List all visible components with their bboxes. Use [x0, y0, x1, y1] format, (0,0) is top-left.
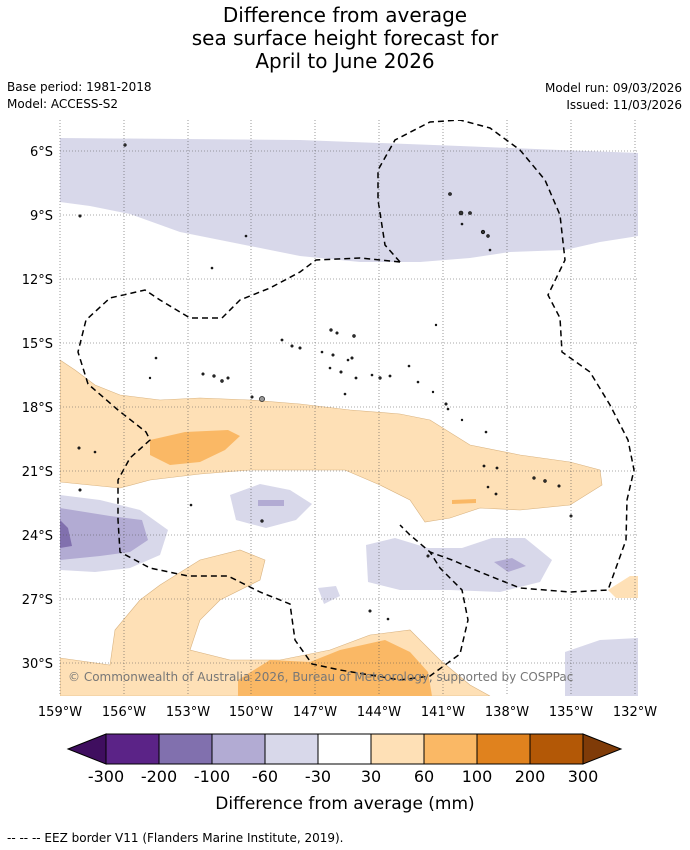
moderate-positive-patch-south — [238, 640, 432, 696]
eez-border-central — [77, 257, 469, 681]
base-period: Base period: 1981-2018 — [7, 80, 152, 94]
colorbar-tick: 200 — [515, 767, 546, 786]
eez-footnote: -- -- -- EEZ border V11 (Flanders Marine… — [7, 831, 344, 845]
anomaly-field — [60, 120, 638, 696]
lon-label: 138°W — [485, 705, 529, 720]
positive-anomaly-far-east — [608, 576, 638, 598]
negative-anomaly-north — [60, 138, 638, 262]
colorbar-tick: -60 — [252, 767, 278, 786]
colorbar-tick: 30 — [361, 767, 381, 786]
colorbar-title: Difference from average (mm) — [215, 794, 474, 814]
negative-anomaly-southeast — [565, 638, 638, 696]
colorbar-tick: -200 — [141, 767, 177, 786]
colorbar-bin — [370, 733, 425, 765]
lon-label: 144°W — [357, 705, 401, 720]
model-run: Model run: 09/03/2026 — [544, 81, 682, 95]
negative-anomaly-east-core — [494, 558, 526, 572]
colorbar-extend-high — [582, 733, 623, 765]
colorbar-tick: -30 — [305, 767, 331, 786]
colorbar-extend-low — [66, 733, 107, 765]
lat-label: 30°S — [22, 657, 53, 672]
lat-label: 15°S — [22, 337, 53, 352]
lat-label: 18°S — [22, 401, 53, 416]
lon-label: 156°W — [102, 705, 146, 720]
colorbar-bin — [211, 733, 266, 765]
lat-label: 12°S — [22, 273, 53, 288]
title-line-1: Difference from average — [222, 3, 468, 27]
negative-anomaly-center-core — [258, 500, 284, 506]
lon-label: 150°W — [229, 705, 273, 720]
lon-label: 135°W — [549, 705, 593, 720]
colorbar-tick: 300 — [568, 767, 599, 786]
colorbar-tick: 60 — [414, 767, 434, 786]
colorbar-tick: -300 — [88, 767, 124, 786]
colorbar-tick: -100 — [194, 767, 230, 786]
lon-label: 153°W — [166, 705, 210, 720]
lat-label: 24°S — [22, 529, 53, 544]
colorbar-tick: 100 — [462, 767, 493, 786]
negative-anomaly-east — [366, 538, 552, 592]
colorbar-bin — [264, 733, 319, 765]
lat-label: 9°S — [30, 209, 53, 224]
map-title: Difference from average sea surface heig… — [0, 4, 690, 73]
islands — [77, 143, 573, 621]
lat-label: 27°S — [22, 593, 53, 608]
colorbar-bin — [105, 733, 160, 765]
issued-date: Issued: 11/03/2026 — [566, 98, 682, 112]
negative-anomaly-peak-west — [60, 520, 72, 548]
colorbar-bin — [476, 733, 531, 765]
colorbar-bin — [529, 733, 584, 765]
negative-anomaly-small — [318, 586, 340, 604]
copyright-notice: © Commonwealth of Australia 2026, Bureau… — [68, 670, 573, 684]
colorbar-bin — [317, 733, 372, 765]
title-line-3: April to June 2026 — [255, 49, 435, 73]
lon-label: 159°W — [38, 705, 82, 720]
colorbar — [66, 733, 623, 765]
moderate-positive-patch-west — [150, 430, 240, 465]
lat-label: 6°S — [30, 145, 53, 160]
sea-level-map: 6°S 9°S 12°S 15°S 18°S 21°S 24°S 27°S 30… — [22, 120, 657, 814]
colorbar-bin — [423, 733, 478, 765]
lat-label: 21°S — [22, 465, 53, 480]
lon-label: 147°W — [293, 705, 337, 720]
lon-label: 132°W — [613, 705, 657, 720]
title-line-2: sea surface height forecast for — [191, 26, 499, 50]
colorbar-bin — [158, 733, 213, 765]
moderate-positive-streak — [452, 499, 476, 504]
negative-anomaly-core-west — [60, 508, 148, 560]
lon-label: 141°W — [421, 705, 465, 720]
positive-anomaly-band — [60, 359, 603, 523]
eez-border-north — [377, 120, 635, 593]
model-name: Model: ACCESS-S2 — [7, 97, 119, 111]
graticule — [59, 120, 638, 696]
